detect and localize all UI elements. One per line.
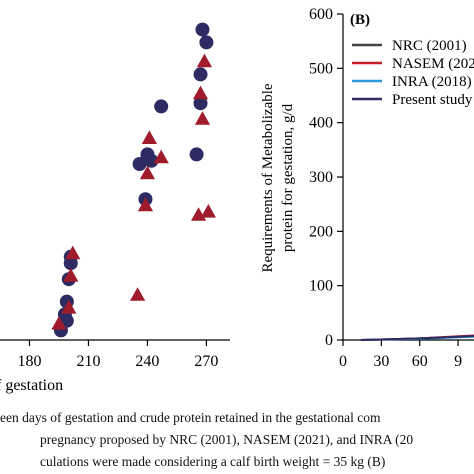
y-tick-label: 0 <box>325 332 333 349</box>
circle-marker <box>189 147 204 162</box>
x-tick-label: 60 <box>412 353 428 370</box>
triangle-marker <box>200 204 216 218</box>
circle-marker <box>199 35 214 50</box>
x-tick-label: 210 <box>76 353 100 370</box>
legend-label: NRC (2001) <box>392 38 467 54</box>
line-panel: 0 100 200 300 400 500 600 0 30 60 9 (B) NRC (2001… <box>260 6 474 370</box>
x-axis-label: f gestation <box>0 377 63 394</box>
circle-marker <box>195 22 210 37</box>
circle-marker <box>193 96 208 111</box>
y-tick-label: 600 <box>309 6 333 23</box>
y-tick-label: 100 <box>309 278 333 295</box>
data-points <box>51 22 216 338</box>
y-axis-label-line1: Requirements of Metabolizable <box>260 83 276 272</box>
scatter-panel: 180 210 240 270 f gestation <box>0 22 230 394</box>
x-tick-label: 30 <box>373 353 389 370</box>
circle-marker <box>132 157 147 171</box>
series-line <box>360 335 474 341</box>
triangle-marker <box>65 245 81 260</box>
x-tick-label: 240 <box>135 353 159 370</box>
series-lines <box>360 334 474 341</box>
legend-label: Present study <box>392 92 473 108</box>
y-tick-label: 200 <box>309 223 333 240</box>
triangle-marker <box>139 165 156 180</box>
triangle-marker <box>51 316 67 330</box>
x-tick-label: 180 <box>17 353 41 370</box>
circle-marker <box>63 256 78 271</box>
x-ticks: 0 30 60 9 <box>339 340 462 370</box>
triangle-marker <box>63 268 79 282</box>
x-tick-label: 270 <box>194 353 218 370</box>
triangle-marker <box>61 300 77 314</box>
caption-line-3: culations were made considering a calf b… <box>40 454 386 469</box>
circle-marker <box>154 99 169 114</box>
triangle-marker <box>192 85 209 100</box>
caption-line-2: pregnancy proposed by NRC (2001), NASEM … <box>40 432 414 447</box>
x-ticks: 180 210 240 270 <box>17 340 218 370</box>
triangle-marker <box>194 111 211 125</box>
y-ticks: 0 100 200 300 400 500 600 <box>309 6 343 349</box>
triangle-marker <box>196 53 213 68</box>
y-axis-label-line2: protein for gestation, g/d <box>280 103 296 252</box>
x-tick-label: 0 <box>339 353 347 370</box>
circle-marker <box>144 153 159 168</box>
legend-label: INRA (2018) <box>392 74 472 90</box>
x-tick-label: 9 <box>454 353 462 370</box>
triangle-marker <box>137 197 154 212</box>
panel-label: (B) <box>350 12 370 28</box>
triangle-marker <box>130 287 146 301</box>
y-tick-label: 400 <box>309 115 333 132</box>
caption-line-1: een days of gestation and crude protein … <box>0 410 381 425</box>
y-tick-label: 300 <box>309 169 333 186</box>
legend: NRC (2001) NASEM (202 INRA (2018) Present s… <box>352 38 474 108</box>
y-tick-label: 500 <box>309 60 333 77</box>
triangle-marker <box>141 130 158 144</box>
legend-label: NASEM (202 <box>392 56 474 72</box>
circle-marker <box>193 67 208 82</box>
triangle-marker <box>153 149 169 164</box>
